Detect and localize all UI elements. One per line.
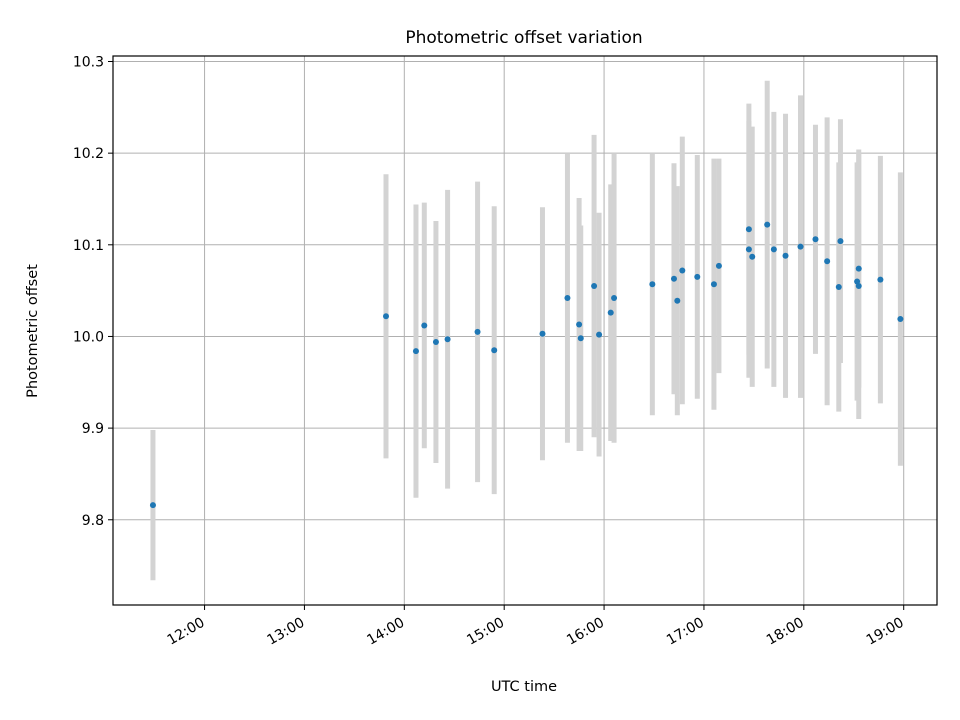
data-point	[797, 243, 804, 250]
data-point	[577, 335, 584, 342]
data-point	[764, 221, 771, 228]
data-point	[611, 294, 618, 301]
data-point	[149, 502, 156, 509]
data-point	[444, 336, 451, 343]
y-tick-label: 9.9	[82, 421, 104, 437]
data-point	[782, 252, 789, 259]
data-point	[596, 331, 603, 338]
y-tick-label: 10.3	[73, 54, 104, 70]
data-point	[674, 297, 681, 304]
data-point	[694, 273, 701, 280]
data-point	[649, 281, 656, 288]
data-point	[576, 321, 583, 328]
data-point	[854, 278, 861, 285]
data-point	[824, 258, 831, 265]
data-point	[855, 265, 862, 272]
x-axis-label: UTC time	[491, 679, 557, 695]
data-point	[770, 246, 777, 253]
plot-frame	[112, 55, 938, 606]
data-point	[715, 262, 722, 269]
data-points	[149, 221, 904, 509]
y-axis-label: Photometric offset	[25, 264, 41, 398]
data-point	[383, 313, 390, 320]
data-point	[591, 283, 598, 290]
data-point	[412, 348, 419, 355]
data-point	[491, 347, 498, 354]
data-point	[745, 246, 752, 253]
y-tick-label: 10.2	[73, 146, 104, 162]
data-point	[679, 267, 686, 274]
data-point	[474, 328, 481, 335]
data-point	[835, 283, 842, 290]
data-point	[837, 238, 844, 245]
data-point	[855, 283, 862, 290]
y-tick-label: 10.1	[73, 238, 104, 254]
data-point	[749, 253, 756, 260]
data-point	[897, 316, 904, 323]
data-point	[710, 281, 717, 288]
data-point	[539, 330, 546, 337]
y-tick-label: 9.8	[82, 513, 104, 529]
data-point	[877, 276, 884, 283]
data-point	[670, 275, 677, 282]
data-point	[812, 236, 819, 243]
data-point	[432, 338, 439, 345]
chart-title: Photometric offset variation	[405, 28, 642, 48]
data-point	[421, 322, 428, 329]
data-point	[745, 226, 752, 233]
y-tick-label: 10.0	[73, 329, 104, 345]
data-point	[607, 309, 614, 316]
data-point	[564, 294, 571, 301]
